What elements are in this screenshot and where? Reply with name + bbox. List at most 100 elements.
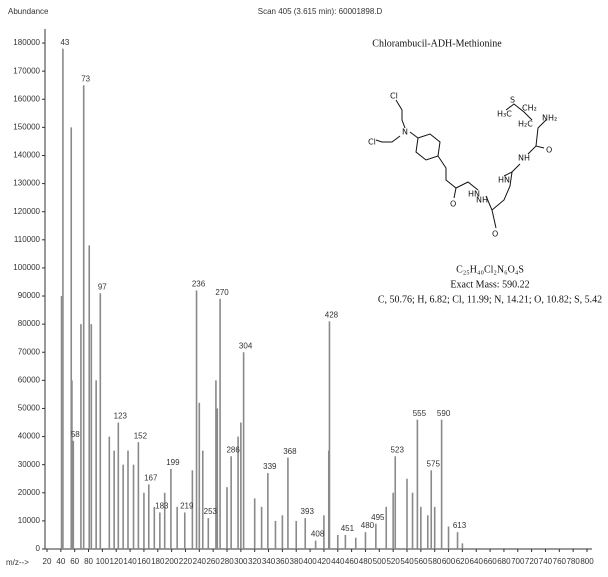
- formula: C₂₅H₄₀Cl₂N₆O₄S: [456, 264, 524, 275]
- peak: [416, 419, 419, 549]
- y-tick-label: 110000: [14, 235, 41, 244]
- peak-label: 97: [98, 282, 107, 291]
- peak: [336, 534, 339, 549]
- x-tick-label: 140: [123, 557, 137, 566]
- x-tick-label: 680: [497, 557, 511, 566]
- x-tick-label: 580: [428, 557, 442, 566]
- peak-label: 393: [301, 507, 315, 516]
- peak-label: 523: [391, 445, 405, 454]
- peak-label: 286: [226, 445, 240, 454]
- y-tick-label: 50000: [18, 404, 41, 413]
- bond: [395, 99, 406, 129]
- y-tick-label: 170000: [13, 66, 40, 75]
- peak-label: 408: [311, 530, 325, 539]
- peak-label: 368: [283, 447, 297, 456]
- peak-label: 428: [325, 310, 339, 319]
- x-tick-label: 660: [483, 557, 497, 566]
- bond: [437, 155, 479, 191]
- atom: NH: [476, 196, 488, 205]
- peak: [447, 526, 450, 549]
- peak: [433, 506, 436, 549]
- chart-title: Scan 405 (3.615 min): 60001898.D: [258, 7, 383, 16]
- y-tick-label: 30000: [18, 460, 41, 469]
- peak: [314, 540, 317, 549]
- bond: [409, 131, 419, 139]
- x-tick-label: 100: [96, 557, 110, 566]
- atom: S: [510, 96, 515, 105]
- peak-label: 199: [166, 458, 180, 467]
- peak: [122, 464, 124, 549]
- peak: [392, 492, 394, 549]
- peak: [456, 532, 459, 549]
- peak: [80, 324, 82, 549]
- peak: [132, 464, 135, 549]
- y-axis-label: Abundance: [8, 7, 49, 16]
- x-tick-label: 440: [331, 557, 345, 566]
- bond: [375, 135, 401, 143]
- peak-label: 590: [437, 409, 451, 418]
- x-tick-label: 600: [442, 557, 456, 566]
- peak: [260, 506, 263, 549]
- peak: [198, 402, 201, 549]
- peak: [207, 518, 210, 549]
- peak: [82, 85, 85, 549]
- peak-label: 555: [413, 409, 427, 418]
- y-tick-label: 180000: [13, 38, 40, 47]
- x-tick-label: 620: [456, 557, 470, 566]
- y-tick-label: 100000: [13, 263, 40, 272]
- peak: [226, 487, 228, 549]
- y-tick-label: 10000: [18, 516, 41, 525]
- y-tick-label: 120000: [13, 207, 40, 216]
- ring: [415, 133, 441, 161]
- peak: [163, 492, 166, 549]
- x-tick-label: 760: [553, 557, 567, 566]
- atom: O: [450, 200, 456, 209]
- peak: [420, 506, 422, 549]
- peak: [440, 419, 443, 549]
- atom: Cl: [368, 138, 376, 147]
- peak: [385, 506, 388, 549]
- x-tick-label: 500: [373, 557, 387, 566]
- peak: [237, 436, 239, 549]
- peak-label: 495: [371, 513, 385, 522]
- peak-label: 339: [263, 462, 277, 471]
- atom: O: [492, 230, 498, 239]
- structure: [375, 99, 547, 229]
- peak: [108, 436, 111, 549]
- atom: Cl: [390, 92, 398, 101]
- peak: [90, 324, 93, 549]
- x-tick-label: 740: [539, 557, 553, 566]
- atom: N: [402, 128, 408, 137]
- peak: [323, 515, 325, 549]
- peak: [230, 456, 232, 549]
- peak: [242, 352, 245, 549]
- x-tick-label: 160: [137, 557, 151, 566]
- peak: [267, 473, 269, 549]
- peak: [137, 442, 140, 549]
- x-tick-label: 480: [359, 557, 373, 566]
- peak: [159, 512, 161, 549]
- peak: [170, 468, 172, 549]
- x-tick-label: 180: [151, 557, 165, 566]
- peak: [117, 422, 120, 549]
- peak: [375, 523, 377, 549]
- compound-name: Chlorambucil-ADH-Methionine: [372, 38, 502, 49]
- peak: [215, 380, 217, 549]
- y-tick-label: 80000: [18, 319, 41, 328]
- x-tick-label: 220: [179, 557, 193, 566]
- peak: [394, 456, 397, 549]
- peak: [406, 478, 408, 549]
- y-tick-label: 160000: [13, 94, 40, 103]
- peak: [344, 534, 347, 549]
- bond: [453, 187, 457, 199]
- peak-label: 219: [180, 502, 194, 511]
- x-tick-label: 120: [110, 557, 124, 566]
- peak: [88, 245, 91, 549]
- x-tick-label: 460: [345, 557, 359, 566]
- x-tick-label: 780: [566, 557, 580, 566]
- peak: [411, 492, 414, 549]
- atom: HN: [498, 176, 510, 185]
- x-tick-label: 380: [290, 557, 304, 566]
- atom: H₃C: [497, 110, 512, 119]
